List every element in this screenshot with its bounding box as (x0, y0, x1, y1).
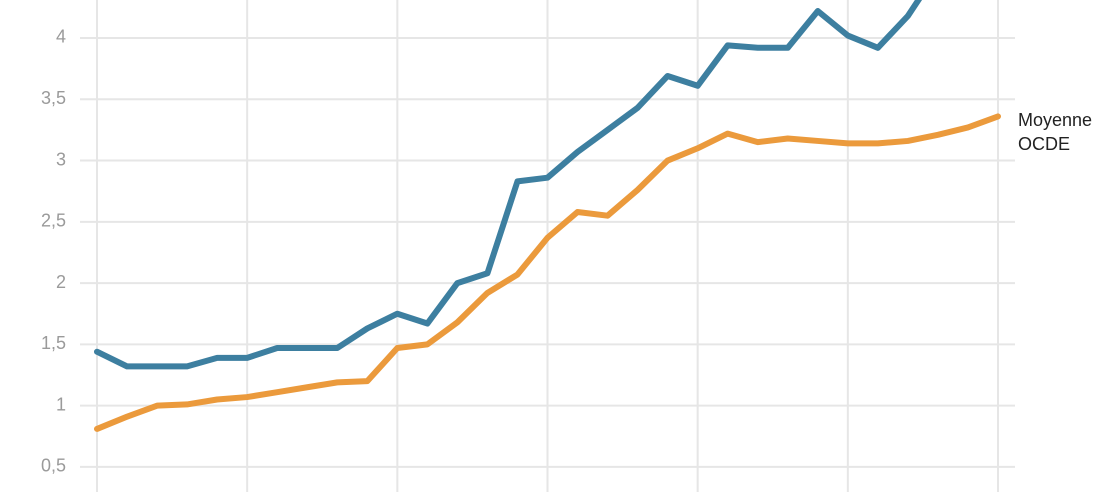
series-line (94, 0, 923, 370)
y-tick-label: 1 (56, 394, 66, 414)
series-label: Moyenne OCDE (1018, 110, 1093, 154)
y-tick-label: 2,5 (41, 211, 66, 231)
y-tick-label: 4 (56, 27, 66, 47)
y-tick-label: 3,5 (41, 88, 66, 108)
y-tick-label: 2 (56, 272, 66, 292)
y-tick-label: 0,5 (41, 456, 66, 476)
y-tick-label: 1,5 (41, 333, 66, 353)
series-line (94, 113, 1001, 432)
y-tick-label: 3 (56, 149, 66, 169)
